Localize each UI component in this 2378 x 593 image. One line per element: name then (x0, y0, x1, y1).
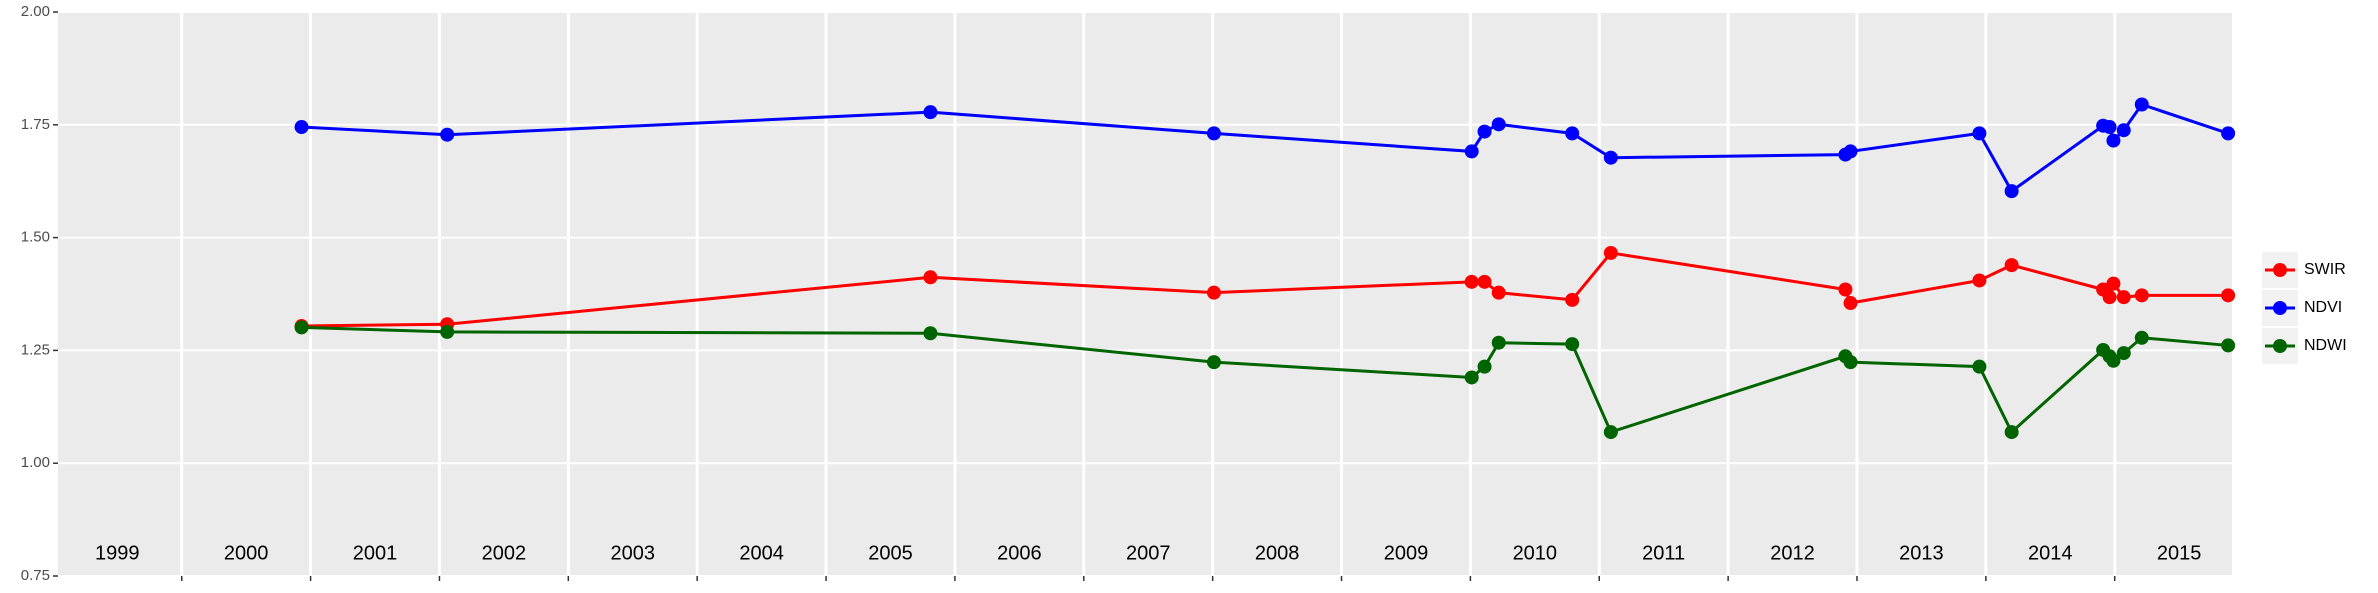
point (923, 105, 938, 120)
point (294, 320, 309, 335)
year-label: 2003 (611, 542, 656, 564)
point (923, 270, 938, 285)
point (1206, 126, 1221, 141)
point (1565, 292, 1580, 307)
point (2004, 425, 2019, 440)
point (1206, 285, 1221, 300)
point (1464, 274, 1479, 289)
y-tick-label: 1.25 (21, 341, 50, 358)
point (1565, 337, 1580, 352)
point (2102, 120, 2117, 135)
point (2221, 288, 2236, 303)
y-tick-label: 0.75 (21, 567, 50, 584)
year-label: 2014 (2028, 542, 2073, 564)
point (440, 127, 455, 142)
year-label: 2012 (1770, 542, 1815, 564)
year-label: 2001 (353, 542, 398, 564)
point (1491, 117, 1506, 132)
point (2004, 184, 2019, 199)
point (2221, 126, 2236, 141)
plot-panel (58, 12, 2232, 576)
point (1565, 126, 1580, 141)
point (1464, 370, 1479, 385)
point (2134, 330, 2149, 345)
point (2116, 290, 2131, 305)
y-tick-label: 1.00 (21, 454, 50, 471)
year-label: 2011 (1642, 542, 1685, 564)
year-label: 2007 (1126, 542, 1171, 564)
point (1464, 144, 1479, 159)
point (2106, 353, 2121, 368)
point (1477, 274, 1492, 289)
year-label: 2009 (1384, 542, 1429, 564)
point (1206, 355, 1221, 370)
point (1972, 273, 1987, 288)
legend-label: SWIR (2304, 261, 2346, 278)
year-label: 2005 (868, 542, 913, 564)
point (1477, 124, 1492, 139)
point (1491, 285, 1506, 300)
point (1843, 296, 1858, 311)
point (1603, 150, 1618, 165)
y-tick-label: 1.50 (21, 229, 50, 246)
legend-dot (2273, 339, 2287, 353)
point (2106, 133, 2121, 148)
year-label: 2015 (2157, 542, 2202, 564)
point (2116, 346, 2131, 361)
point (1477, 359, 1492, 374)
year-label: 2010 (1513, 542, 1558, 564)
point (2221, 338, 2236, 353)
legend-label: NDWI (2304, 337, 2347, 354)
point (1838, 282, 1853, 297)
legend-label: NDVI (2304, 299, 2342, 316)
point (2134, 288, 2149, 303)
point (1603, 245, 1618, 260)
y-tick-label: 1.75 (21, 116, 50, 133)
point (2102, 290, 2117, 305)
point (1972, 359, 1987, 374)
point (294, 120, 309, 135)
year-label: 2004 (739, 542, 784, 564)
point (2116, 123, 2131, 138)
year-label: 2002 (482, 542, 527, 564)
y-tick-label: 2.00 (21, 3, 50, 20)
point (2106, 276, 2121, 291)
point (1843, 144, 1858, 159)
point (923, 326, 938, 341)
point (1603, 425, 1618, 440)
point (1972, 126, 1987, 141)
point (1491, 335, 1506, 350)
point (1843, 355, 1858, 370)
year-label: 2013 (1899, 542, 1944, 564)
year-label: 1999 (95, 542, 140, 564)
point (2134, 97, 2149, 112)
point (2004, 258, 2019, 273)
legend-dot (2273, 301, 2287, 315)
year-label: 2006 (997, 542, 1042, 564)
legend-dot (2273, 263, 2287, 277)
year-label: 2000 (224, 542, 269, 564)
year-label: 2008 (1255, 542, 1300, 564)
point (440, 324, 455, 339)
